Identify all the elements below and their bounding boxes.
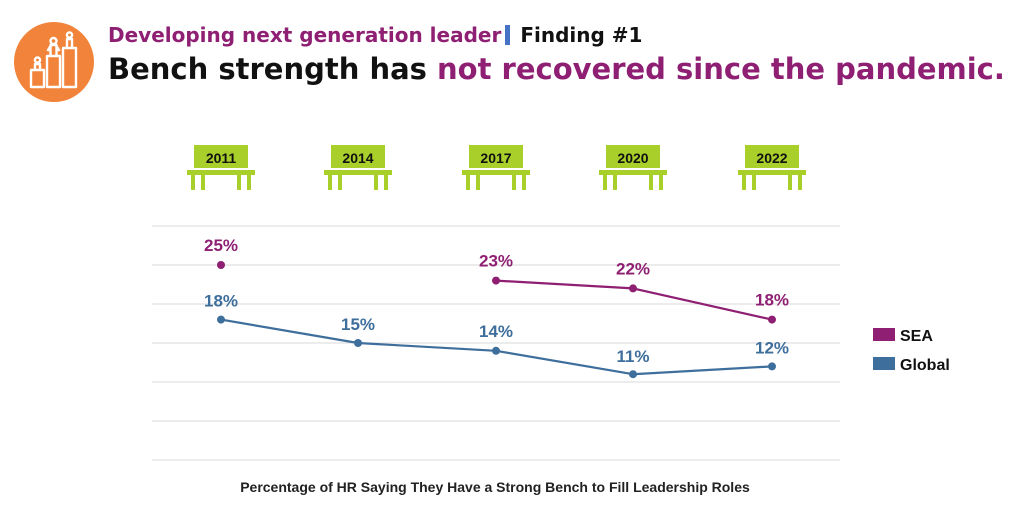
global-data-label: 14%	[479, 322, 513, 341]
bench-leg	[649, 175, 653, 190]
sea-data-label: 22%	[616, 259, 650, 278]
bench-leg	[237, 175, 241, 190]
bench-leg	[384, 175, 388, 190]
bench-leg	[191, 175, 195, 190]
finding-label: Finding #1	[520, 23, 643, 47]
global-data-point	[768, 362, 776, 371]
bench-icon	[599, 145, 667, 190]
sea-line-segment	[495, 279, 634, 290]
bench-leg	[659, 175, 663, 190]
chart-caption: Percentage of HR Saying They Have a Stro…	[240, 479, 750, 495]
bench-leg	[752, 175, 756, 190]
bench-leg	[247, 175, 251, 190]
x-tick-label: 2020	[617, 150, 648, 166]
bench-leg	[742, 175, 746, 190]
bench-leg	[466, 175, 470, 190]
global-data-point	[629, 370, 637, 379]
section-subtitle: Developing next generation leader	[108, 23, 502, 47]
bench-icon	[187, 145, 255, 190]
bench-leg	[788, 175, 792, 190]
global-line-segment	[632, 365, 773, 376]
headline-accent: not recovered since the pandemic.	[437, 52, 1005, 86]
global-data-label: 12%	[755, 338, 789, 357]
x-tick-label: 2014	[342, 150, 373, 166]
bench-seat	[599, 170, 667, 175]
bench-leg	[522, 175, 526, 190]
bench-leg	[338, 175, 342, 190]
finding-divider	[505, 25, 511, 45]
sea-data-point	[768, 315, 776, 324]
bench-backrest	[331, 145, 385, 168]
global-data-point	[354, 339, 362, 347]
bench-leg	[512, 175, 516, 190]
x-tick-label: 2011	[206, 150, 237, 166]
sea-data-label: 23%	[479, 252, 513, 271]
sea-data-point	[492, 276, 500, 285]
x-tick-label: 2022	[756, 150, 787, 166]
bench-seat	[187, 170, 255, 175]
bench-backrest	[745, 145, 799, 168]
bench-icon	[738, 145, 806, 190]
sea-data-point	[217, 261, 225, 269]
bench-seat	[738, 170, 806, 175]
global-data-point	[492, 346, 500, 355]
bench-backrest	[606, 145, 660, 168]
global-data-point	[217, 315, 225, 324]
bench-leg	[603, 175, 607, 190]
global-line-segment	[495, 349, 634, 376]
global-data-label: 11%	[616, 347, 649, 366]
podium-people-icon	[14, 22, 94, 102]
page-headline: Bench strength has not recovered since t…	[108, 52, 1005, 86]
bench-backrest	[194, 145, 248, 168]
bench-leg	[798, 175, 802, 190]
global-line-segment	[357, 341, 497, 352]
headline-plain: Bench strength has	[108, 52, 438, 86]
bench-leg	[476, 175, 480, 190]
legend-label: SEA	[900, 328, 933, 345]
bench-icon	[462, 145, 530, 190]
bench-leg	[201, 175, 205, 190]
global-line-segment	[220, 318, 359, 345]
global-data-label: 18%	[204, 292, 238, 311]
bench-icon	[324, 145, 392, 190]
header-row: Developing next generation leader Findin…	[108, 21, 642, 49]
global-data-label: 15%	[341, 315, 375, 334]
legend-label: Global	[900, 357, 950, 374]
bench-backrest	[469, 145, 523, 168]
bench-seat	[462, 170, 530, 175]
sea-data-label: 25%	[204, 236, 238, 255]
sea-data-label: 18%	[755, 291, 789, 310]
bench-leg	[328, 175, 332, 190]
x-tick-label: 2017	[480, 150, 511, 166]
sea-data-point	[629, 284, 637, 293]
legend-swatch	[873, 357, 895, 370]
bench-leg	[613, 175, 617, 190]
bench-leg	[374, 175, 378, 190]
sea-line-segment	[632, 287, 773, 321]
legend-swatch	[873, 328, 895, 341]
bench-seat	[324, 170, 392, 175]
